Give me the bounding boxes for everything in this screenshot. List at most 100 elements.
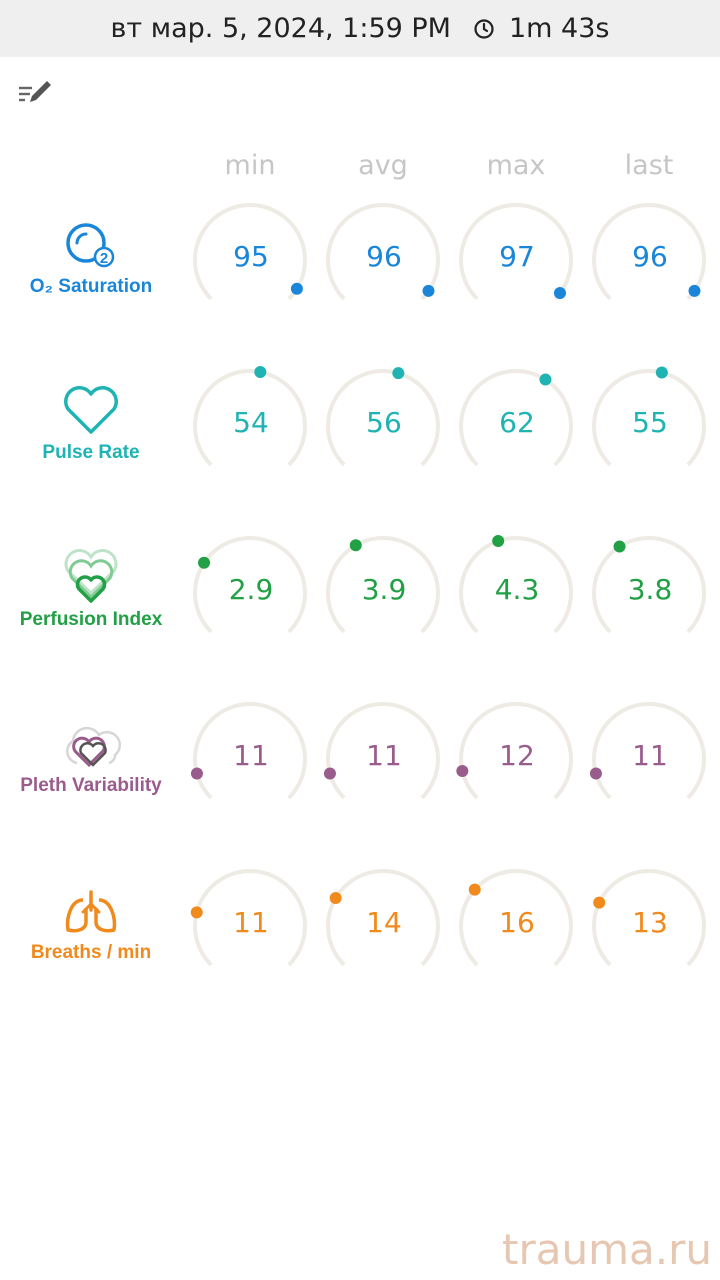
gauge-avg[interactable]: 11 — [323, 697, 453, 817]
gauge-min[interactable]: 95 — [190, 198, 320, 318]
gauge-indicator-dot — [593, 896, 606, 909]
gauge-track — [592, 702, 706, 800]
metric-label: 2 O₂ Saturation — [0, 198, 182, 328]
gauge-value: 2.9 — [228, 573, 274, 606]
gauge-last[interactable]: 3.8 — [589, 531, 719, 651]
gauge-min[interactable]: 11 — [190, 864, 320, 984]
gauge-track — [459, 536, 573, 634]
gauge-track — [193, 869, 307, 967]
gauge-track — [459, 203, 573, 301]
gauge-indicator-dot — [539, 373, 552, 386]
heart-icon — [64, 386, 118, 434]
gauge-track — [592, 536, 706, 634]
gauge-indicator-dot — [422, 284, 435, 297]
status-bar: вт мар. 5, 2024, 1:59 PM 1m 43s — [0, 0, 720, 57]
gauge-indicator-dot — [456, 764, 469, 777]
gauge-value: 54 — [233, 406, 269, 439]
gauge-indicator-dot — [198, 556, 211, 569]
gauge-value: 13 — [632, 906, 668, 939]
metric-name: Breaths / min — [30, 942, 152, 963]
gauge-indicator-dot — [254, 365, 267, 378]
gauge-track — [326, 702, 440, 800]
gauge-min[interactable]: 54 — [190, 364, 320, 484]
gauge-indicator-dot — [613, 540, 626, 553]
gauge-indicator-dot — [190, 767, 203, 780]
gauge-value: 11 — [233, 906, 269, 939]
gauge-track — [459, 369, 573, 467]
metric-label: Pulse Rate — [0, 364, 182, 494]
gauge-value: 11 — [233, 739, 269, 772]
gauge-max[interactable]: 12 — [456, 697, 586, 817]
gauge-avg[interactable]: 96 — [323, 198, 453, 318]
metric-row-4: Breaths / min 11 14 16 13 — [0, 864, 720, 994]
gauge-value: 97 — [499, 240, 535, 273]
gauge-track — [326, 369, 440, 467]
metric-row-1: Pulse Rate 54 56 62 55 — [0, 364, 720, 494]
gauge-indicator-dot — [290, 282, 303, 295]
gauge-min[interactable]: 11 — [190, 697, 320, 817]
edit-list-icon[interactable] — [16, 78, 56, 108]
gauge-last[interactable]: 11 — [589, 697, 719, 817]
gauge-indicator-dot — [329, 892, 342, 905]
gauge-value: 14 — [366, 906, 402, 939]
clock-icon — [474, 18, 494, 39]
gauge-max[interactable]: 16 — [456, 864, 586, 984]
layered-hearts-icon — [64, 549, 118, 603]
session-datetime: вт мар. 5, 2024, 1:59 PM — [110, 13, 451, 44]
column-header-last: last — [624, 150, 674, 181]
gauge-last[interactable]: 96 — [589, 198, 719, 318]
gauge-track — [592, 203, 706, 301]
column-header-max: max — [486, 150, 546, 181]
gauge-indicator-dot — [492, 534, 505, 547]
metric-row-2: Perfusion Index 2.9 3.9 4.3 3.8 — [0, 531, 720, 661]
lungs-icon — [65, 890, 117, 933]
gauge-max[interactable]: 97 — [456, 198, 586, 318]
gauge-min[interactable]: 2.9 — [190, 531, 320, 651]
column-header-min: min — [224, 150, 276, 181]
metric-name: Perfusion Index — [19, 609, 163, 630]
gauge-value: 95 — [233, 240, 269, 273]
gauge-value: 62 — [499, 406, 535, 439]
gauge-max[interactable]: 62 — [456, 364, 586, 484]
gauge-indicator-dot — [468, 883, 481, 896]
metric-row-3: Pleth Variability 11 11 12 11 — [0, 697, 720, 827]
gauge-indicator-dot — [190, 906, 203, 919]
gauge-indicator-dot — [323, 767, 336, 780]
gauge-last[interactable]: 55 — [589, 364, 719, 484]
metric-name: O₂ Saturation — [29, 276, 153, 297]
metric-row-0: 2 O₂ Saturation 95 96 97 96 — [0, 198, 720, 328]
gauge-indicator-dot — [589, 767, 602, 780]
gauge-value: 11 — [366, 739, 402, 772]
gauge-track — [592, 869, 706, 967]
gauge-avg[interactable]: 56 — [323, 364, 453, 484]
gauge-max[interactable]: 4.3 — [456, 531, 586, 651]
gauge-indicator-dot — [553, 287, 566, 300]
gauge-indicator-dot — [349, 539, 362, 552]
gauge-track — [193, 369, 307, 467]
metric-label: Pleth Variability — [0, 697, 182, 827]
metric-label: Perfusion Index — [0, 531, 182, 661]
gauge-value: 12 — [499, 739, 535, 772]
gauge-value: 11 — [632, 739, 668, 772]
gauge-avg[interactable]: 14 — [323, 864, 453, 984]
column-header-avg: avg — [358, 150, 408, 181]
metric-name: Pulse Rate — [42, 442, 140, 463]
gauge-value: 96 — [632, 240, 668, 273]
gauge-value: 3.9 — [361, 573, 407, 606]
gauge-track — [193, 203, 307, 301]
gauge-avg[interactable]: 3.9 — [323, 531, 453, 651]
gauge-last[interactable]: 13 — [589, 864, 719, 984]
gauge-value: 16 — [499, 906, 535, 939]
svg-text:2: 2 — [100, 250, 108, 267]
watermark: trauma.ru — [502, 1225, 712, 1274]
metric-label: Breaths / min — [0, 864, 182, 994]
gauge-value: 96 — [366, 240, 402, 273]
gauge-value: 56 — [366, 406, 402, 439]
o2-saturation-icon: 2 — [66, 223, 115, 268]
session-duration: 1m 43s — [508, 13, 610, 44]
gauge-indicator-dot — [392, 367, 405, 380]
gauge-value: 55 — [632, 406, 668, 439]
gauge-value: 3.8 — [627, 573, 673, 606]
gauge-track — [459, 869, 573, 967]
gauge-indicator-dot — [655, 366, 668, 379]
